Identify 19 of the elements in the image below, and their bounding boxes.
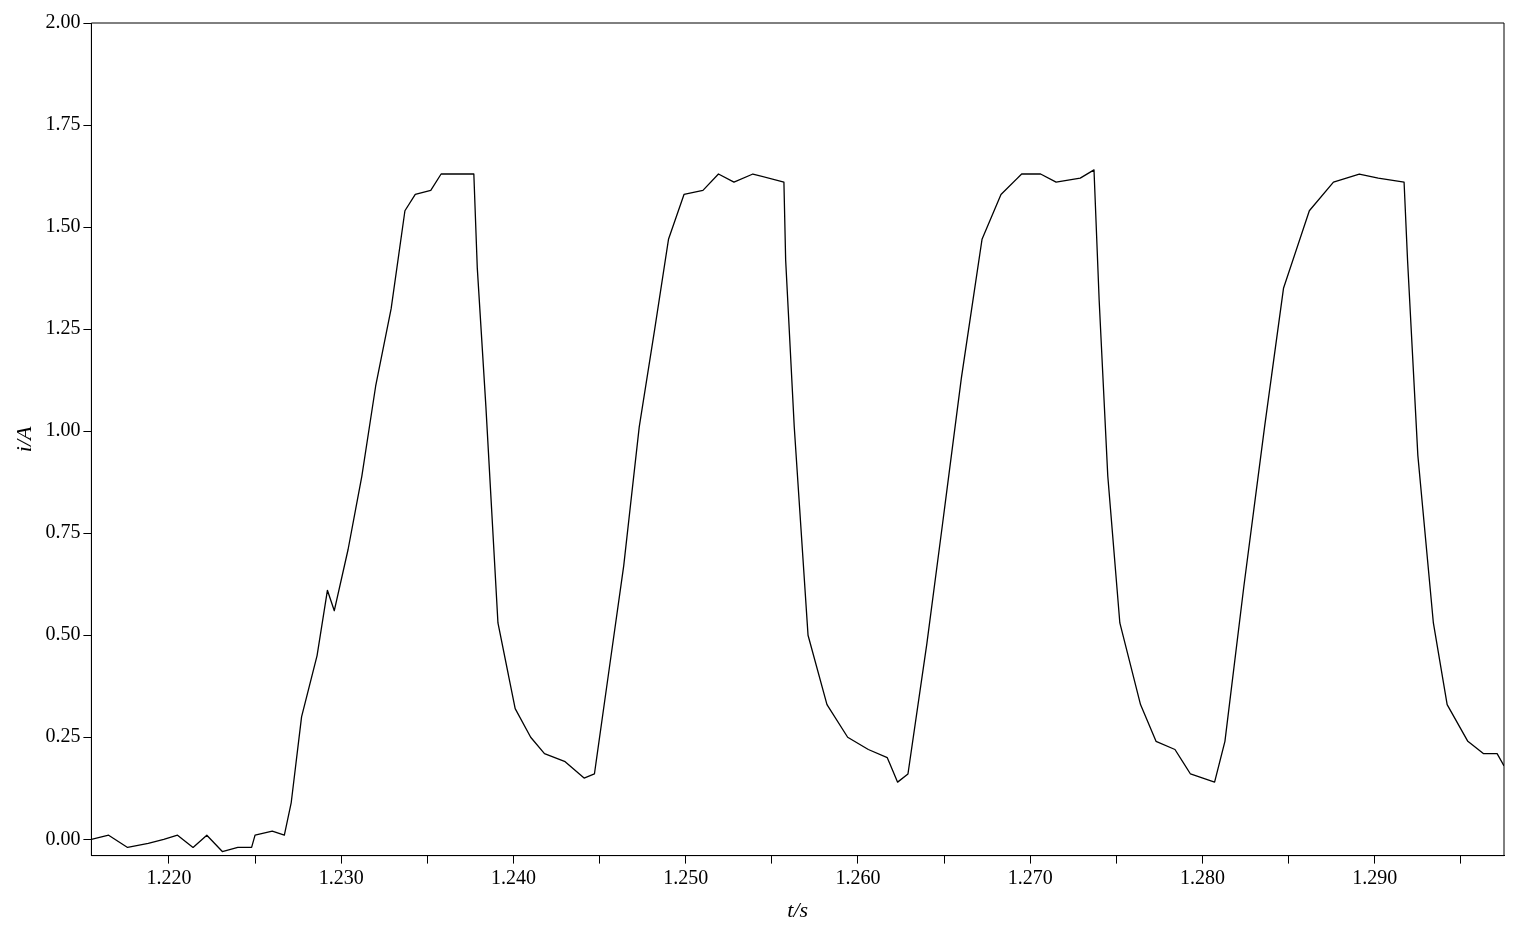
y-tick-label: 2.00 [45,10,81,33]
x-tick-label: 1.240 [490,865,536,888]
x-tick-label: 1.220 [146,865,192,888]
x-tick-label: 1.280 [1180,865,1226,888]
y-tick-label: 1.75 [45,112,81,135]
y-tick-label: 1.50 [45,214,81,237]
x-tick-label: 1.250 [663,865,709,888]
x-tick-label: 1.290 [1352,865,1398,888]
y-tick-label: 0.25 [45,724,81,747]
y-tick-label: 1.00 [45,418,81,441]
y-tick-label: 1.25 [45,316,81,339]
y-tick-label: 0.75 [45,520,81,543]
x-tick-label: 1.260 [835,865,881,888]
x-tick-label: 1.270 [1007,865,1053,888]
x-axis-title: t/s [787,896,809,922]
x-tick-label: 1.230 [318,865,364,888]
y-tick-label: 0.00 [45,826,81,849]
y-tick-label: 0.50 [45,622,81,645]
y-axis-title: i/A [10,425,36,453]
